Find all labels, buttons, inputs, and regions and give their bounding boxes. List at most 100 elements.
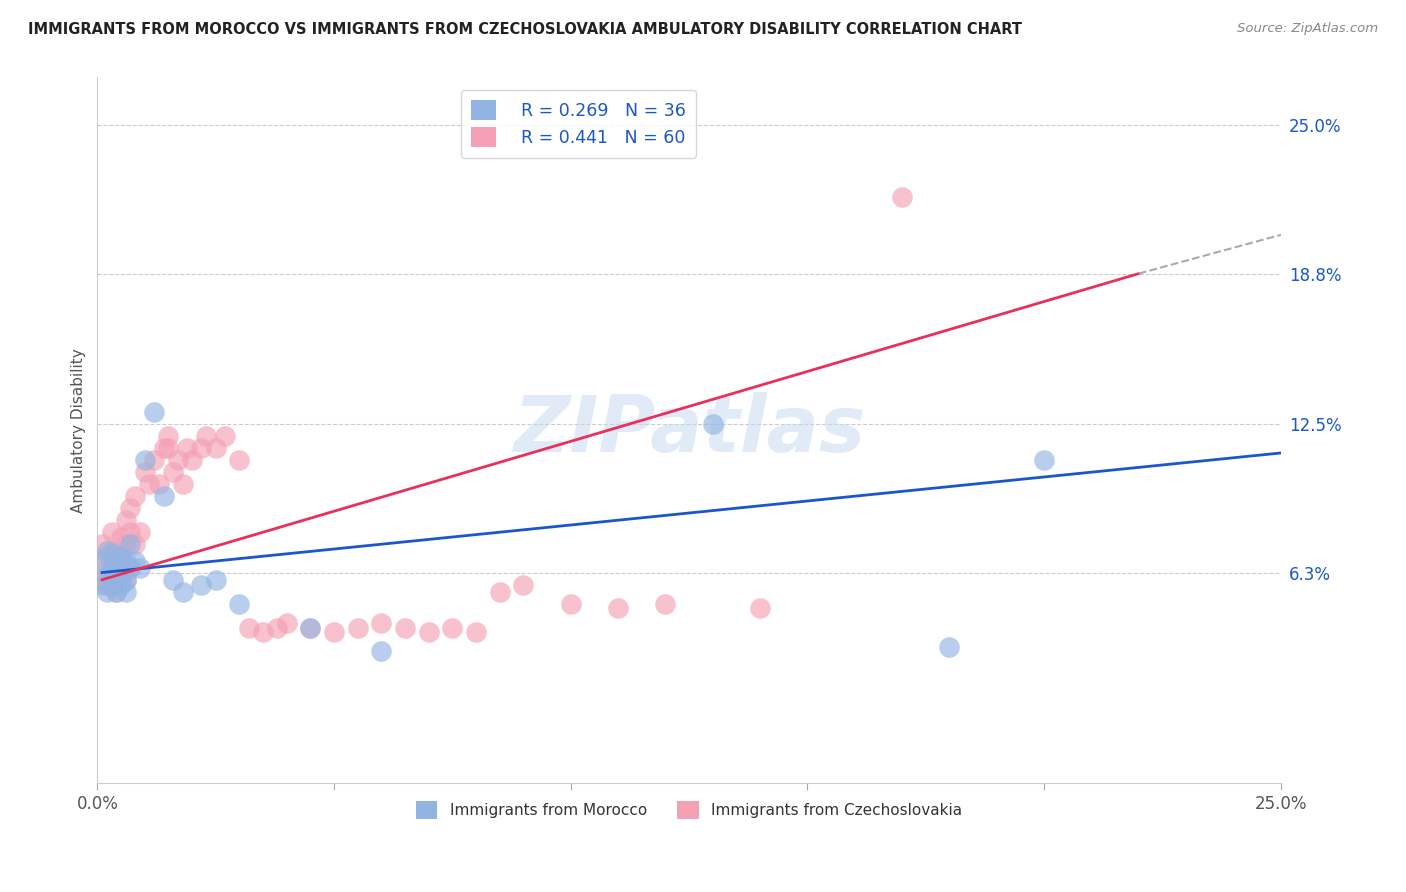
Point <box>100 524 122 539</box>
Point <box>105 566 128 580</box>
Point <box>181 453 204 467</box>
Point <box>110 561 132 575</box>
Point <box>143 405 166 419</box>
Point <box>120 500 142 515</box>
Point <box>100 561 122 575</box>
Point <box>266 621 288 635</box>
Point <box>162 573 184 587</box>
Point <box>96 561 118 575</box>
Point <box>172 584 194 599</box>
Point <box>100 573 122 587</box>
Point <box>124 537 146 551</box>
Point <box>488 584 510 599</box>
Point <box>129 524 152 539</box>
Legend: Immigrants from Morocco, Immigrants from Czechoslovakia: Immigrants from Morocco, Immigrants from… <box>411 795 969 825</box>
Text: Source: ZipAtlas.com: Source: ZipAtlas.com <box>1237 22 1378 36</box>
Point <box>110 549 132 563</box>
Point <box>120 561 142 575</box>
Point <box>100 544 122 558</box>
Point <box>114 537 136 551</box>
Point <box>323 625 346 640</box>
Point <box>394 621 416 635</box>
Point <box>214 429 236 443</box>
Point <box>96 584 118 599</box>
Point <box>228 453 250 467</box>
Point <box>195 429 218 443</box>
Point <box>120 561 142 575</box>
Point <box>96 549 118 563</box>
Point <box>105 553 128 567</box>
Point <box>702 417 724 432</box>
Point <box>96 577 118 591</box>
Point <box>91 577 114 591</box>
Point <box>607 601 630 615</box>
Point <box>91 573 114 587</box>
Point <box>176 441 198 455</box>
Point <box>204 573 226 587</box>
Point <box>124 489 146 503</box>
Point <box>100 577 122 591</box>
Point <box>105 584 128 599</box>
Point <box>110 561 132 575</box>
Point <box>114 584 136 599</box>
Point <box>110 530 132 544</box>
Point <box>110 549 132 563</box>
Point <box>370 615 392 630</box>
Point <box>152 489 174 503</box>
Point <box>172 477 194 491</box>
Point <box>204 441 226 455</box>
Point <box>749 601 772 615</box>
Point <box>418 625 440 640</box>
Point <box>1033 453 1056 467</box>
Point <box>138 477 160 491</box>
Point <box>100 546 122 560</box>
Point <box>134 453 156 467</box>
Point <box>299 621 322 635</box>
Point <box>114 553 136 567</box>
Point <box>148 477 170 491</box>
Point <box>114 573 136 587</box>
Point <box>190 577 212 591</box>
Point <box>110 573 132 587</box>
Point <box>114 513 136 527</box>
Point <box>162 465 184 479</box>
Point <box>228 597 250 611</box>
Point <box>299 621 322 635</box>
Point <box>105 573 128 587</box>
Point <box>96 544 118 558</box>
Point <box>465 625 488 640</box>
Point <box>441 621 464 635</box>
Point <box>110 577 132 591</box>
Text: ZIPatlas: ZIPatlas <box>513 392 865 468</box>
Text: IMMIGRANTS FROM MOROCCO VS IMMIGRANTS FROM CZECHOSLOVAKIA AMBULATORY DISABILITY : IMMIGRANTS FROM MOROCCO VS IMMIGRANTS FR… <box>28 22 1022 37</box>
Point <box>346 621 368 635</box>
Point <box>105 584 128 599</box>
Point <box>166 453 188 467</box>
Point <box>100 561 122 575</box>
Point <box>252 625 274 640</box>
Point <box>96 568 118 582</box>
Point <box>190 441 212 455</box>
Point <box>238 621 260 635</box>
Point <box>100 577 122 591</box>
Point <box>120 537 142 551</box>
Point <box>129 561 152 575</box>
Point <box>134 465 156 479</box>
Point <box>938 640 960 654</box>
Point <box>157 441 180 455</box>
Point <box>654 597 676 611</box>
Point <box>120 524 142 539</box>
Point <box>157 429 180 443</box>
Point <box>124 553 146 567</box>
Point <box>143 453 166 467</box>
Point <box>91 553 114 567</box>
Point <box>152 441 174 455</box>
Point <box>91 537 114 551</box>
Point <box>276 615 298 630</box>
Point <box>512 577 534 591</box>
Point <box>891 190 914 204</box>
Point <box>114 573 136 587</box>
Point <box>560 597 582 611</box>
Point <box>370 644 392 658</box>
Point <box>105 553 128 567</box>
